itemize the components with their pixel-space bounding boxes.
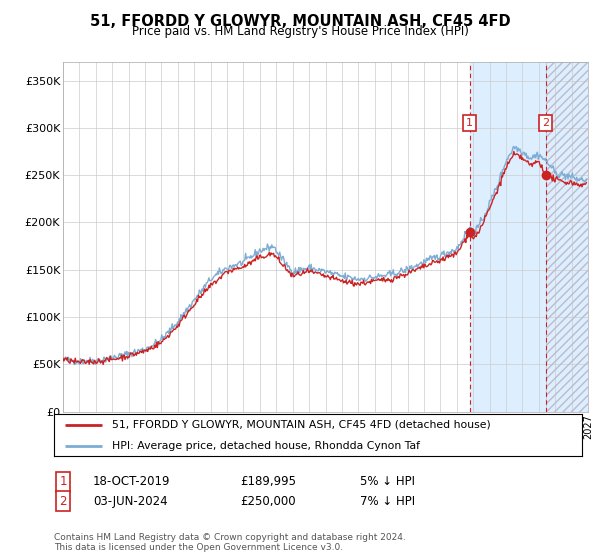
Text: 7% ↓ HPI: 7% ↓ HPI [360,494,415,508]
Text: £189,995: £189,995 [240,475,296,488]
Text: 18-OCT-2019: 18-OCT-2019 [93,475,170,488]
Text: 51, FFORDD Y GLOWYR, MOUNTAIN ASH, CF45 4FD: 51, FFORDD Y GLOWYR, MOUNTAIN ASH, CF45 … [89,14,511,29]
Bar [545,62,588,412]
Text: Contains HM Land Registry data © Crown copyright and database right 2024.: Contains HM Land Registry data © Crown c… [54,533,406,542]
Text: 2: 2 [542,118,549,128]
Text: Price paid vs. HM Land Registry's House Price Index (HPI): Price paid vs. HM Land Registry's House … [131,25,469,38]
Bar [545,62,588,412]
Text: HPI: Average price, detached house, Rhondda Cynon Taf: HPI: Average price, detached house, Rhon… [112,441,420,451]
Text: This data is licensed under the Open Government Licence v3.0.: This data is licensed under the Open Gov… [54,543,343,552]
Text: 1: 1 [59,475,67,488]
Bar [470,62,545,412]
Text: 2: 2 [59,494,67,508]
Text: 03-JUN-2024: 03-JUN-2024 [93,494,167,508]
Text: £250,000: £250,000 [240,494,296,508]
Text: 5% ↓ HPI: 5% ↓ HPI [360,475,415,488]
Text: 51, FFORDD Y GLOWYR, MOUNTAIN ASH, CF45 4FD (detached house): 51, FFORDD Y GLOWYR, MOUNTAIN ASH, CF45 … [112,420,491,430]
Text: 1: 1 [466,118,473,128]
